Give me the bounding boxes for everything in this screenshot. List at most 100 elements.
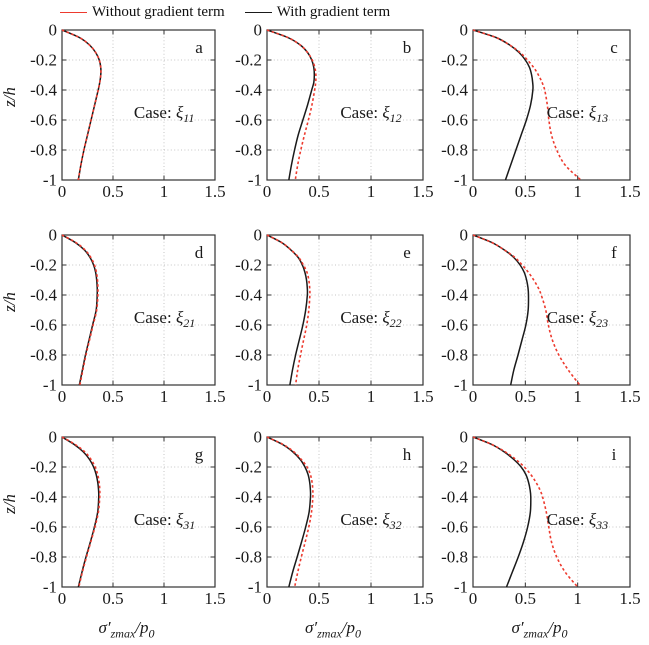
x-tick-label: 0.5 — [102, 387, 123, 406]
y-tick-label: -0.2 — [235, 458, 262, 477]
x-tick-label: 0.5 — [308, 387, 329, 406]
case-label: Case: ξ23 — [547, 308, 608, 330]
x-tick-label: 0 — [469, 589, 478, 608]
x-tick-label: 1.5 — [204, 182, 225, 201]
y-tick-label: -1 — [248, 376, 262, 395]
x-tick-label: 0 — [263, 182, 272, 201]
y-tick-label: -0.6 — [30, 111, 57, 130]
panel-letter: b — [403, 38, 412, 57]
axes-box — [472, 29, 631, 181]
x-tick-label: 1.5 — [619, 387, 640, 406]
x-tick-label: 1 — [367, 589, 376, 608]
x-tick-label: 1.5 — [204, 387, 225, 406]
x-axis-label: σ′zmax/p0 — [305, 618, 361, 640]
y-axis-label: z/h — [0, 494, 19, 515]
y-tick-label: -0.8 — [441, 548, 468, 567]
y-tick-label: -0.2 — [235, 256, 262, 275]
y-tick-label: -0.2 — [30, 458, 57, 477]
y-tick-label: -0.4 — [235, 488, 262, 507]
panel-letter: i — [612, 445, 617, 464]
axes-box — [472, 234, 631, 386]
y-tick-label: -0.2 — [235, 51, 262, 70]
panel-letter: a — [195, 38, 203, 57]
x-tick-label: 1 — [160, 182, 169, 201]
y-tick-label: -1 — [454, 578, 468, 597]
x-tick-label: 0.5 — [308, 182, 329, 201]
y-tick-label: -1 — [248, 171, 262, 190]
y-tick-label: -0.4 — [30, 286, 57, 305]
series-with-gradient — [61, 436, 100, 588]
y-tick-label: -0.6 — [235, 111, 262, 130]
panel-letter: h — [403, 445, 412, 464]
y-tick-label: -0.8 — [235, 346, 262, 365]
black-line-icon — [244, 12, 272, 13]
y-tick-label: 0 — [49, 21, 58, 40]
y-tick-label: 0 — [254, 21, 263, 40]
subplot-h: 0 0.5 1 1.5 0 -0.2 -0.4 -0.6 -0.8 -1 h Case: ξ32 σ′z… — [235, 428, 434, 641]
case-label: Case: ξ31 — [134, 510, 195, 532]
x-tick-label: 1 — [367, 182, 376, 201]
case-label: Case: ξ13 — [547, 103, 608, 125]
series-with-gradient — [266, 29, 316, 181]
x-tick-label: 0.5 — [308, 589, 329, 608]
y-tick-label: -0.4 — [441, 488, 468, 507]
x-axis-label: σ′zmax/p0 — [99, 618, 155, 640]
case-label: Case: ξ12 — [340, 103, 401, 125]
case-label: Case: ξ33 — [547, 510, 608, 532]
y-tick-label: -0.6 — [441, 316, 468, 335]
y-tick-label: -0.6 — [441, 111, 468, 130]
x-axis-label: σ′zmax/p0 — [512, 618, 568, 640]
series-without-gradient — [266, 234, 311, 386]
x-tick-label: 0 — [469, 182, 478, 201]
x-tick-label: 1 — [573, 387, 582, 406]
series-without-gradient — [266, 436, 314, 588]
y-tick-label: -0.4 — [30, 488, 57, 507]
x-tick-label: 1.5 — [412, 182, 433, 201]
case-label: Case: ξ21 — [134, 308, 195, 330]
x-tick-label: 0 — [58, 589, 67, 608]
subplot-b: 0 0.5 1 1.5 0 -0.2 -0.4 -0.6 -0.8 -1 b Case: ξ12 — [235, 21, 434, 202]
y-tick-label: -0.2 — [30, 51, 57, 70]
series-without-gradient — [61, 436, 101, 588]
y-tick-label: -0.8 — [30, 346, 57, 365]
x-tick-label: 1 — [573, 182, 582, 201]
y-tick-label: -0.2 — [441, 458, 468, 477]
x-tick-label: 1 — [367, 387, 376, 406]
y-tick-label: 0 — [460, 21, 469, 40]
axes-box — [61, 29, 216, 181]
y-tick-label: -0.8 — [30, 141, 57, 160]
y-tick-label: -0.2 — [441, 51, 468, 70]
y-tick-label: -0.4 — [441, 286, 468, 305]
x-tick-label: 0 — [58, 182, 67, 201]
y-tick-label: -0.4 — [235, 286, 262, 305]
y-tick-label: 0 — [49, 428, 58, 447]
x-tick-label: 1 — [160, 387, 169, 406]
x-tick-label: 1.5 — [412, 387, 433, 406]
y-tick-label: -1 — [454, 376, 468, 395]
x-tick-label: 1.5 — [619, 182, 640, 201]
axes-box — [266, 436, 424, 588]
x-tick-label: 0 — [263, 387, 272, 406]
x-tick-label: 1 — [160, 589, 169, 608]
x-tick-label: 1.5 — [412, 589, 433, 608]
series-with-gradient — [61, 234, 99, 386]
y-tick-label: -0.6 — [30, 518, 57, 537]
subplot-i: 0 0.5 1 1.5 0 -0.2 -0.4 -0.6 -0.8 -1 i Case: ξ33 σ′z… — [441, 428, 641, 641]
y-tick-label: -0.6 — [441, 518, 468, 537]
x-tick-label: 0.5 — [102, 182, 123, 201]
y-tick-label: 0 — [49, 226, 58, 245]
x-tick-label: 1 — [573, 589, 582, 608]
series-without-gradient — [61, 234, 99, 386]
x-tick-label: 0.5 — [515, 182, 536, 201]
y-tick-label: -0.8 — [235, 141, 262, 160]
axes-box — [61, 436, 216, 588]
y-tick-label: -0.8 — [441, 141, 468, 160]
series-with-gradient — [266, 234, 309, 386]
legend-label-without-gradient: Without gradient term — [92, 4, 225, 20]
subplot-d: 0 0.5 1 1.5 0 -0.2 -0.4 -0.6 -0.8 -1 d Case: ξ21 z/h — [0, 226, 226, 407]
subplot-g: 0 0.5 1 1.5 0 -0.2 -0.4 -0.6 -0.8 -1 g Case: ξ31 z/h… — [0, 428, 226, 641]
panel-letter: d — [195, 243, 204, 262]
y-tick-label: -0.8 — [30, 548, 57, 567]
x-tick-label: 0.5 — [515, 589, 536, 608]
